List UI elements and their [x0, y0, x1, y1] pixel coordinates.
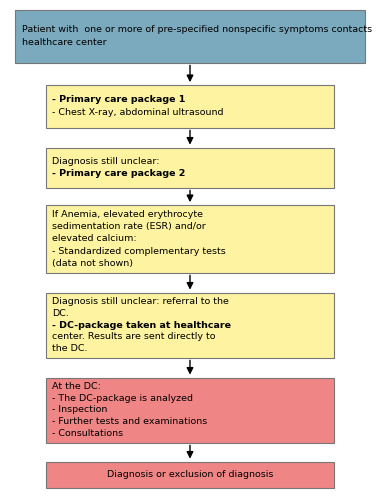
Text: - Standardized complementary tests: - Standardized complementary tests: [52, 246, 226, 256]
Text: Patient with  one or more of pre-specified nonspecific symptoms contacts: Patient with one or more of pre-specifie…: [22, 25, 372, 34]
FancyBboxPatch shape: [46, 292, 334, 358]
Text: - Chest X-ray, abdominal ultrasound: - Chest X-ray, abdominal ultrasound: [52, 108, 224, 117]
Text: - Inspection: - Inspection: [52, 406, 108, 414]
Text: (data not shown): (data not shown): [52, 259, 133, 268]
FancyBboxPatch shape: [46, 378, 334, 442]
Text: Diagnosis or exclusion of diagnosis: Diagnosis or exclusion of diagnosis: [107, 470, 273, 479]
Text: center. Results are sent directly to: center. Results are sent directly to: [52, 332, 216, 342]
Text: - Further tests and examinations: - Further tests and examinations: [52, 418, 208, 426]
Text: Diagnosis still unclear: referral to the: Diagnosis still unclear: referral to the: [52, 297, 229, 306]
Text: sedimentation rate (ESR) and/or: sedimentation rate (ESR) and/or: [52, 222, 206, 231]
Text: - Primary care package 2: - Primary care package 2: [52, 170, 186, 178]
FancyBboxPatch shape: [46, 462, 334, 487]
FancyBboxPatch shape: [46, 148, 334, 188]
FancyBboxPatch shape: [15, 10, 365, 62]
Text: - Consultations: - Consultations: [52, 429, 124, 438]
Text: - The DC-package is analyzed: - The DC-package is analyzed: [52, 394, 193, 402]
Text: At the DC:: At the DC:: [52, 382, 101, 391]
Text: DC.: DC.: [52, 308, 69, 318]
Text: If Anemia, elevated erythrocyte: If Anemia, elevated erythrocyte: [52, 210, 203, 218]
FancyBboxPatch shape: [46, 205, 334, 272]
FancyBboxPatch shape: [46, 85, 334, 128]
Text: the DC.: the DC.: [52, 344, 88, 353]
Text: - Primary care package 1: - Primary care package 1: [52, 95, 186, 104]
Text: healthcare center: healthcare center: [22, 38, 107, 48]
Text: Diagnosis still unclear:: Diagnosis still unclear:: [52, 156, 160, 166]
Text: elevated calcium:: elevated calcium:: [52, 234, 137, 243]
Text: - DC-package taken at healthcare: - DC-package taken at healthcare: [52, 320, 231, 330]
